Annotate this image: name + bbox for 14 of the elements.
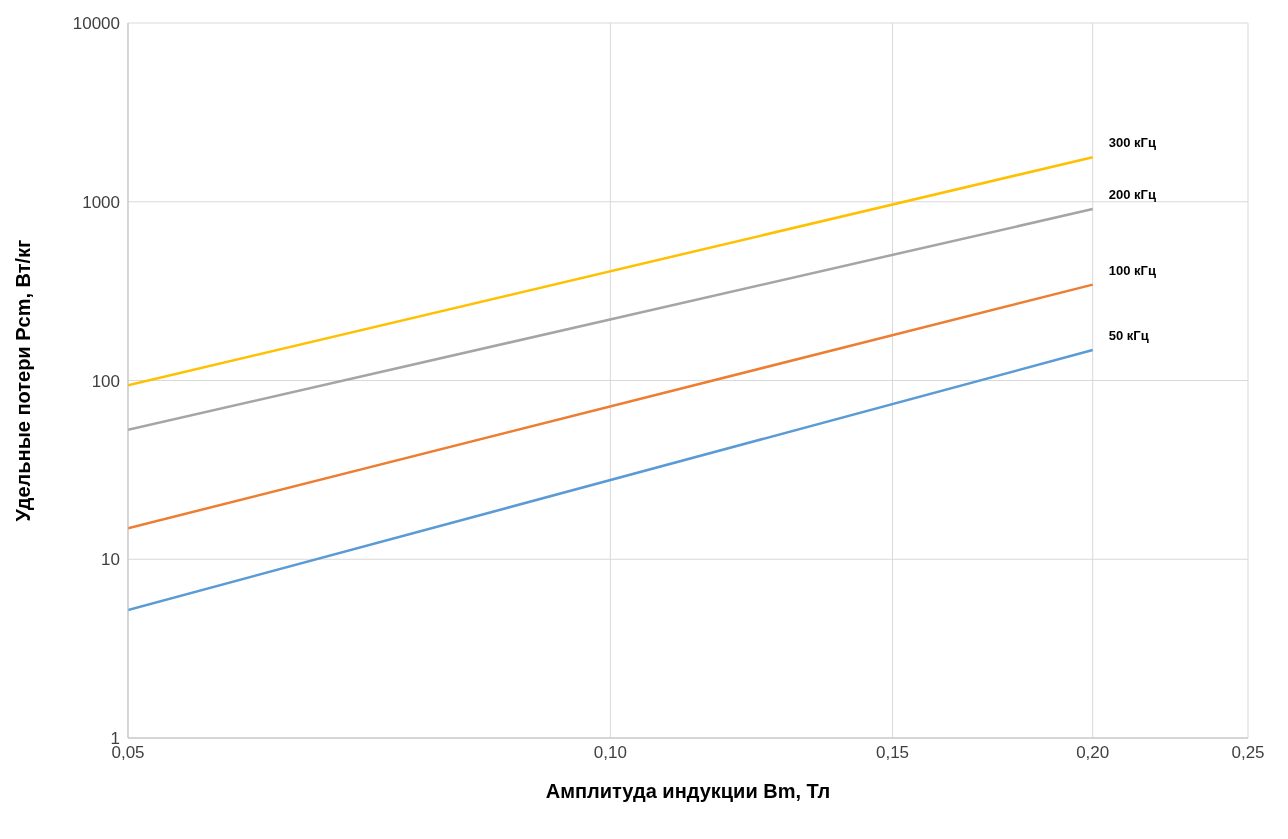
series-label: 100 кГц	[1108, 262, 1156, 278]
x-axis-title: Амплитуда индукции Bm, Тл	[545, 780, 831, 802]
y-axis-title: Удельные потери Pcm, Вт/кг	[12, 239, 35, 522]
y-tick-label: 100	[91, 371, 120, 391]
x-tick-label: 0,20	[1076, 743, 1110, 763]
y-tick-label: 1000	[82, 192, 120, 212]
series-label: 50 кГц	[1108, 328, 1149, 344]
y-tick-label: 10000	[72, 14, 120, 34]
x-tick-label: 0,25	[1231, 743, 1265, 763]
series-label: 300 кГц	[1108, 135, 1156, 151]
series-label: 200 кГц	[1108, 187, 1156, 203]
x-tick-label: 0,10	[593, 743, 627, 763]
y-tick-label: 10	[101, 550, 120, 570]
x-tick-label: 0,15	[875, 743, 910, 763]
